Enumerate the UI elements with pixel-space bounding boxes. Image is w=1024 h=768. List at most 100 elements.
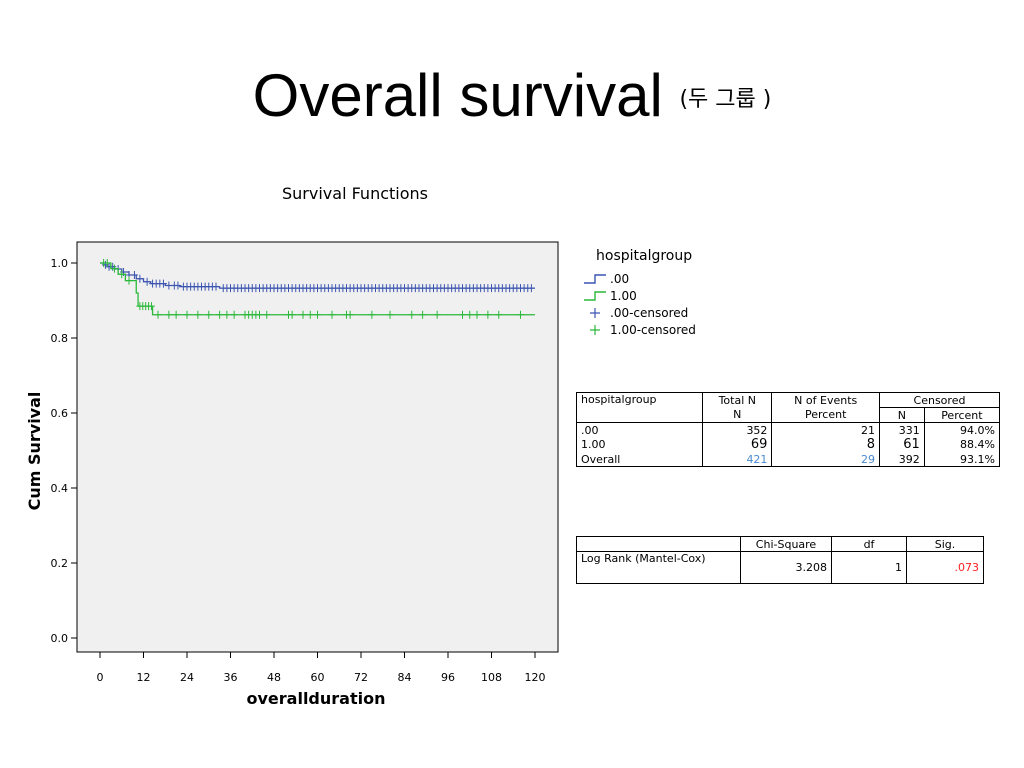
censored-mark bbox=[299, 310, 307, 319]
x-tick-label: 84 bbox=[398, 671, 412, 684]
cell: 93.1% bbox=[923, 452, 1001, 467]
legend-title: hospitalgroup bbox=[596, 248, 693, 264]
censored-mark bbox=[306, 310, 314, 319]
censored-mark bbox=[172, 310, 180, 319]
header-cell: N bbox=[702, 407, 773, 423]
censored-mark bbox=[136, 274, 144, 283]
row-label: 1.00 bbox=[575, 437, 704, 452]
censored-mark bbox=[143, 277, 151, 286]
table-header-row: Chi-Square df Sig. bbox=[576, 536, 984, 552]
x-axis-label: overallduration bbox=[247, 689, 386, 708]
y-axis-label: Cum Survival bbox=[25, 392, 44, 511]
legend-item: .00 bbox=[582, 270, 696, 287]
header-cell: df bbox=[831, 536, 907, 552]
header-cell bbox=[576, 536, 741, 552]
header-cell: N bbox=[879, 407, 925, 423]
censored-mark bbox=[433, 310, 441, 319]
plot-area bbox=[76, 241, 559, 653]
censored-mark bbox=[165, 310, 173, 319]
censored-mark bbox=[263, 310, 271, 319]
cell: 1 bbox=[831, 551, 907, 584]
y-tick-label: 0.2 bbox=[51, 557, 69, 570]
censored-mark bbox=[125, 276, 133, 285]
cell: 94.0% bbox=[923, 422, 1001, 437]
cell: .073 bbox=[906, 551, 984, 584]
censored-mark bbox=[216, 310, 224, 319]
legend-label: .00-censored bbox=[610, 305, 689, 320]
y-tick-label: 0.6 bbox=[51, 407, 69, 420]
slide-subtitle: (두 그룹 ) bbox=[679, 87, 772, 113]
censored-mark bbox=[183, 310, 191, 319]
censored-mark bbox=[111, 264, 118, 273]
cell: 61 bbox=[879, 437, 925, 452]
cell: 29 bbox=[771, 452, 880, 467]
cell: 352 bbox=[702, 422, 773, 437]
y-tick-label: 0.4 bbox=[51, 482, 69, 495]
cell: 21 bbox=[771, 422, 880, 437]
censored-mark bbox=[212, 282, 220, 291]
x-tick-label: 48 bbox=[267, 671, 281, 684]
legend-plus-icon bbox=[590, 324, 600, 335]
x-tick-label: 60 bbox=[311, 671, 325, 684]
censored-mark bbox=[419, 310, 427, 319]
censored-mark bbox=[159, 279, 167, 288]
censored-mark bbox=[230, 310, 238, 319]
censored-mark bbox=[386, 310, 394, 319]
header-cell: Chi-Square bbox=[740, 536, 832, 552]
series-layer bbox=[100, 259, 535, 319]
slide-title-text: Overall survival bbox=[252, 62, 663, 129]
legend-label: 1.00 bbox=[610, 288, 637, 303]
censored-mark bbox=[174, 281, 182, 290]
table-row: Overall 421 29 392 93.1% bbox=[575, 452, 1001, 467]
cell: 8 bbox=[771, 437, 880, 452]
cell: 392 bbox=[879, 452, 925, 467]
y-tick-label: 0.0 bbox=[51, 632, 69, 645]
header-cell: Censored bbox=[879, 392, 1000, 408]
x-tick-label: 96 bbox=[441, 671, 455, 684]
legend-plus-icon bbox=[590, 307, 600, 318]
x-tick-label: 0 bbox=[97, 671, 104, 684]
row-label: Overall bbox=[575, 452, 704, 467]
legend-item: 1.00-censored bbox=[582, 321, 696, 338]
cell: 3.208 bbox=[740, 551, 832, 584]
axes: 0.0 0.2 0.4 0.6 0.8 1.0 0 12 24 36 48 60 72 84 96 108 12… bbox=[51, 257, 546, 684]
cell: 421 bbox=[702, 452, 773, 467]
table-header-row: hospitalgroup Total N N of Events Censor… bbox=[575, 392, 1000, 423]
header-cell: Sig. bbox=[906, 536, 984, 552]
x-tick-label: 24 bbox=[180, 671, 194, 684]
legend-step-icon bbox=[584, 290, 606, 301]
censored-mark bbox=[495, 310, 503, 319]
censored-mark bbox=[256, 310, 263, 319]
censored-mark bbox=[517, 310, 524, 319]
x-tick-label: 12 bbox=[137, 671, 151, 684]
censored-mark bbox=[147, 302, 155, 311]
legend: hospitalgroup .00 1.00 .00-censored 1.00… bbox=[582, 248, 696, 338]
censored-mark bbox=[466, 310, 474, 319]
censored-mark bbox=[484, 310, 492, 319]
legend-item: .00-censored bbox=[582, 304, 696, 321]
slide-title: Overall survival (두 그룹 ) bbox=[0, 58, 1024, 138]
y-tick-label: 1.0 bbox=[51, 257, 69, 270]
cell: 69 bbox=[702, 437, 773, 452]
censored-mark bbox=[328, 310, 336, 319]
table-row: .00 352 21 331 94.0% bbox=[575, 422, 1001, 437]
censored-mark bbox=[194, 310, 202, 319]
row-label: Log Rank (Mantel-Cox) bbox=[576, 551, 741, 584]
table-row: 1.00 69 8 61 88.4% bbox=[575, 437, 1001, 452]
censored-mark bbox=[154, 310, 162, 319]
x-tick-label: 36 bbox=[224, 671, 238, 684]
censored-mark bbox=[288, 310, 296, 319]
censored-mark bbox=[346, 310, 354, 319]
cell: 331 bbox=[879, 422, 925, 437]
x-tick-label: 108 bbox=[481, 671, 502, 684]
censored-mark bbox=[527, 284, 535, 293]
legend-label: 1.00-censored bbox=[610, 322, 696, 337]
legend-item: 1.00 bbox=[582, 287, 696, 304]
censored-mark bbox=[408, 310, 416, 319]
censored-mark bbox=[223, 310, 231, 319]
censored-mark bbox=[130, 271, 138, 279]
header-cell: Total N bbox=[702, 392, 773, 408]
y-tick-label: 0.8 bbox=[51, 332, 69, 345]
header-cell: hospitalgroup bbox=[575, 392, 704, 423]
